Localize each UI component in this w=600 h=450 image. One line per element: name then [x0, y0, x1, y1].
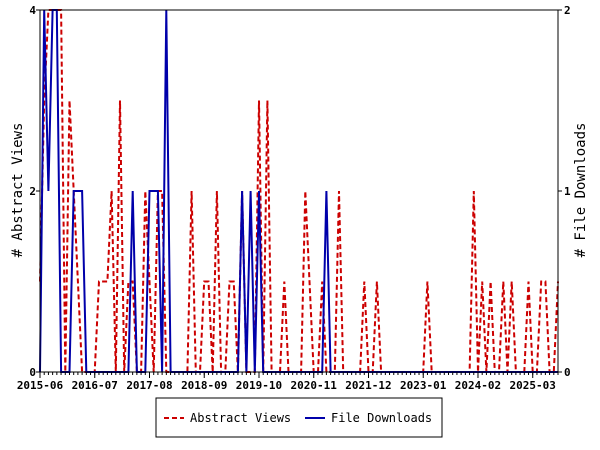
y-left-tick-label: 2: [29, 185, 36, 198]
x-tick-label: 2015-06: [17, 379, 64, 392]
x-tick-label: 2017-08: [126, 379, 172, 392]
x-tick-label: 2020-11: [291, 379, 338, 392]
legend-label-file-downloads: File Downloads: [331, 411, 432, 425]
y-axis-title-right: # File Downloads: [573, 123, 589, 258]
y-left-tick-label: 0: [29, 366, 36, 379]
x-tick-label: 2016-07: [72, 379, 118, 392]
axes: 2015-06 2016-07 2017-08 2018-09 2019-10 2020-…: [17, 4, 571, 392]
legend-label-abstract-views: Abstract Views: [190, 411, 291, 425]
x-tick-label: 2025-03: [510, 379, 556, 392]
y-axis-title-left: # Abstract Views: [10, 123, 26, 258]
y-right-tick-label: 1: [564, 185, 571, 198]
x-tick-label: 2018-09: [181, 379, 227, 392]
y-right-tick-label: 2: [564, 4, 571, 17]
legend: Abstract Views File Downloads: [155, 397, 443, 438]
series-line-abstract-views: [39, 9, 559, 373]
x-tick-label: 2019-10: [236, 379, 282, 392]
y-right-tick-label: 0: [564, 366, 571, 379]
y-left-tick-label: 4: [29, 4, 36, 17]
x-tick-label: 2024-02: [455, 379, 501, 392]
legend-box: [155, 397, 443, 438]
x-tick-label: 2023-01: [400, 379, 447, 392]
x-tick-label: 2021-12: [345, 379, 391, 392]
